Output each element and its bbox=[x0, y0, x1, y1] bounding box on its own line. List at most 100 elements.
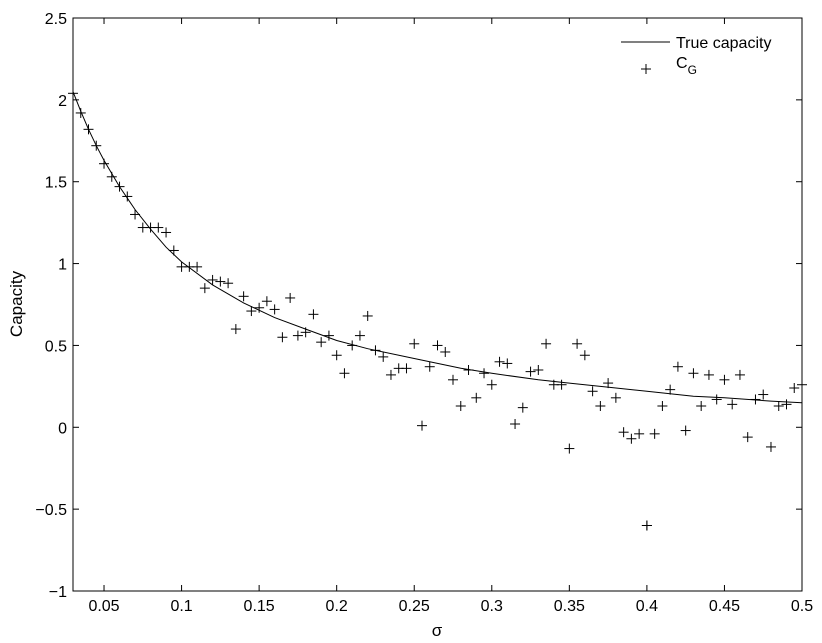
cg-data-point bbox=[696, 401, 707, 412]
cg-data-point bbox=[254, 302, 265, 313]
legend-cg-label: CG bbox=[676, 55, 697, 77]
cg-data-point bbox=[773, 401, 784, 412]
cg-data-point bbox=[657, 401, 668, 412]
y-tick-label: 2 bbox=[58, 93, 67, 110]
cg-data-point bbox=[424, 361, 435, 372]
cg-data-point bbox=[246, 306, 257, 317]
axis-ticks bbox=[73, 17, 803, 592]
cg-data-point bbox=[370, 345, 381, 356]
legend-cg-marker bbox=[641, 64, 651, 74]
cg-data-point bbox=[688, 368, 699, 379]
x-tick-label: 0.3 bbox=[481, 598, 503, 615]
x-tick-label: 0.1 bbox=[170, 598, 192, 615]
cg-data-point bbox=[502, 358, 513, 369]
cg-data-point bbox=[261, 296, 272, 307]
cg-data-point bbox=[300, 327, 311, 338]
cg-data-point bbox=[758, 389, 769, 400]
cg-data-point bbox=[463, 364, 474, 375]
cg-data-point bbox=[347, 340, 358, 351]
x-tick-label: 0.25 bbox=[399, 598, 430, 615]
x-tick-label: 0.5 bbox=[791, 598, 813, 615]
cg-data-point bbox=[409, 338, 420, 349]
y-tick-label: −1 bbox=[49, 584, 67, 601]
cg-data-point bbox=[494, 356, 505, 367]
cg-data-point bbox=[378, 351, 389, 362]
cg-data-point bbox=[440, 346, 451, 357]
cg-data-point bbox=[277, 332, 288, 343]
cg-data-point bbox=[541, 338, 552, 349]
cg-data-point bbox=[479, 368, 490, 379]
cg-data-point bbox=[727, 399, 738, 410]
cg-data-point bbox=[781, 399, 792, 410]
y-tick-label: 1.5 bbox=[45, 175, 67, 192]
cg-data-point bbox=[285, 292, 296, 303]
y-axis-title: Capacity bbox=[7, 270, 26, 337]
cg-data-point bbox=[486, 379, 497, 390]
y-tick-label: 2.5 bbox=[45, 11, 67, 28]
cg-data-point bbox=[634, 428, 645, 439]
cg-data-point bbox=[626, 433, 637, 444]
cg-data-point bbox=[168, 245, 179, 256]
x-tick-label: 0.35 bbox=[554, 598, 585, 615]
x-tick-label: 0.4 bbox=[636, 598, 658, 615]
cg-data-point bbox=[510, 419, 521, 430]
cg-data-point bbox=[672, 361, 683, 372]
cg-data-point bbox=[471, 392, 482, 403]
cg-data-point bbox=[564, 443, 575, 454]
cg-data-point bbox=[618, 427, 629, 438]
cg-data-point bbox=[525, 366, 536, 377]
cg-data-point bbox=[572, 338, 583, 349]
cg-data-point bbox=[339, 368, 350, 379]
cg-data-point bbox=[385, 369, 396, 380]
cg-data-point bbox=[556, 379, 567, 390]
y-tick-label: 1 bbox=[58, 257, 67, 274]
cg-data-point bbox=[331, 350, 342, 361]
cg-data-point bbox=[603, 378, 614, 389]
legend-cg-label-main: C bbox=[676, 55, 688, 72]
cg-data-point bbox=[199, 283, 210, 294]
plot-area-frame bbox=[72, 17, 803, 592]
y-tick-label: 0.5 bbox=[45, 338, 67, 355]
cg-data-point bbox=[83, 124, 94, 135]
cg-data-point bbox=[703, 369, 714, 380]
cg-data-point bbox=[680, 425, 691, 436]
cg-data-point bbox=[323, 330, 334, 341]
cg-data-point bbox=[68, 88, 78, 99]
legend-true-capacity-label: True capacity bbox=[676, 35, 771, 52]
x-tick-label: 0.2 bbox=[326, 598, 348, 615]
cg-data-point bbox=[649, 428, 660, 439]
axis-tick-labels: 0.05 0.1 0.15 0.2 0.25 0.3 0.35 0.4 0.45 0.5 −1 −0.… bbox=[35, 11, 813, 615]
y-tick-label: −0.5 bbox=[35, 502, 67, 519]
cg-data-point bbox=[517, 402, 528, 413]
cg-data-point bbox=[401, 363, 412, 374]
cg-data-point bbox=[75, 107, 86, 118]
cg-data-point bbox=[292, 330, 303, 341]
cg-data-point bbox=[432, 340, 443, 351]
x-tick-label: 0.15 bbox=[244, 598, 275, 615]
cg-data-point bbox=[362, 310, 373, 321]
cg-data-point bbox=[789, 382, 800, 393]
cg-data-point bbox=[734, 369, 745, 380]
legend-cg-label-subscript: G bbox=[688, 63, 697, 77]
legend: True capacity CG bbox=[621, 35, 771, 77]
cg-data-point bbox=[122, 191, 133, 202]
cg-data-point bbox=[595, 401, 606, 412]
cg-data-point bbox=[797, 379, 807, 390]
cg-data-point bbox=[533, 364, 544, 375]
cg-data-point bbox=[223, 278, 234, 289]
cg-data-point bbox=[99, 158, 110, 169]
cg-data-point bbox=[416, 420, 427, 431]
cg-data-point bbox=[153, 222, 164, 233]
cg-data-point bbox=[316, 337, 327, 348]
cg-data-point bbox=[269, 304, 280, 315]
cg-data-point bbox=[192, 261, 203, 272]
x-tick-label: 0.05 bbox=[88, 598, 119, 615]
cg-data-point bbox=[448, 374, 459, 385]
cg-data-point bbox=[719, 374, 730, 385]
cg-data-point bbox=[130, 209, 141, 220]
cg-data-point bbox=[750, 394, 761, 405]
cg-data-point bbox=[641, 520, 652, 531]
cg-data-point bbox=[765, 441, 776, 452]
